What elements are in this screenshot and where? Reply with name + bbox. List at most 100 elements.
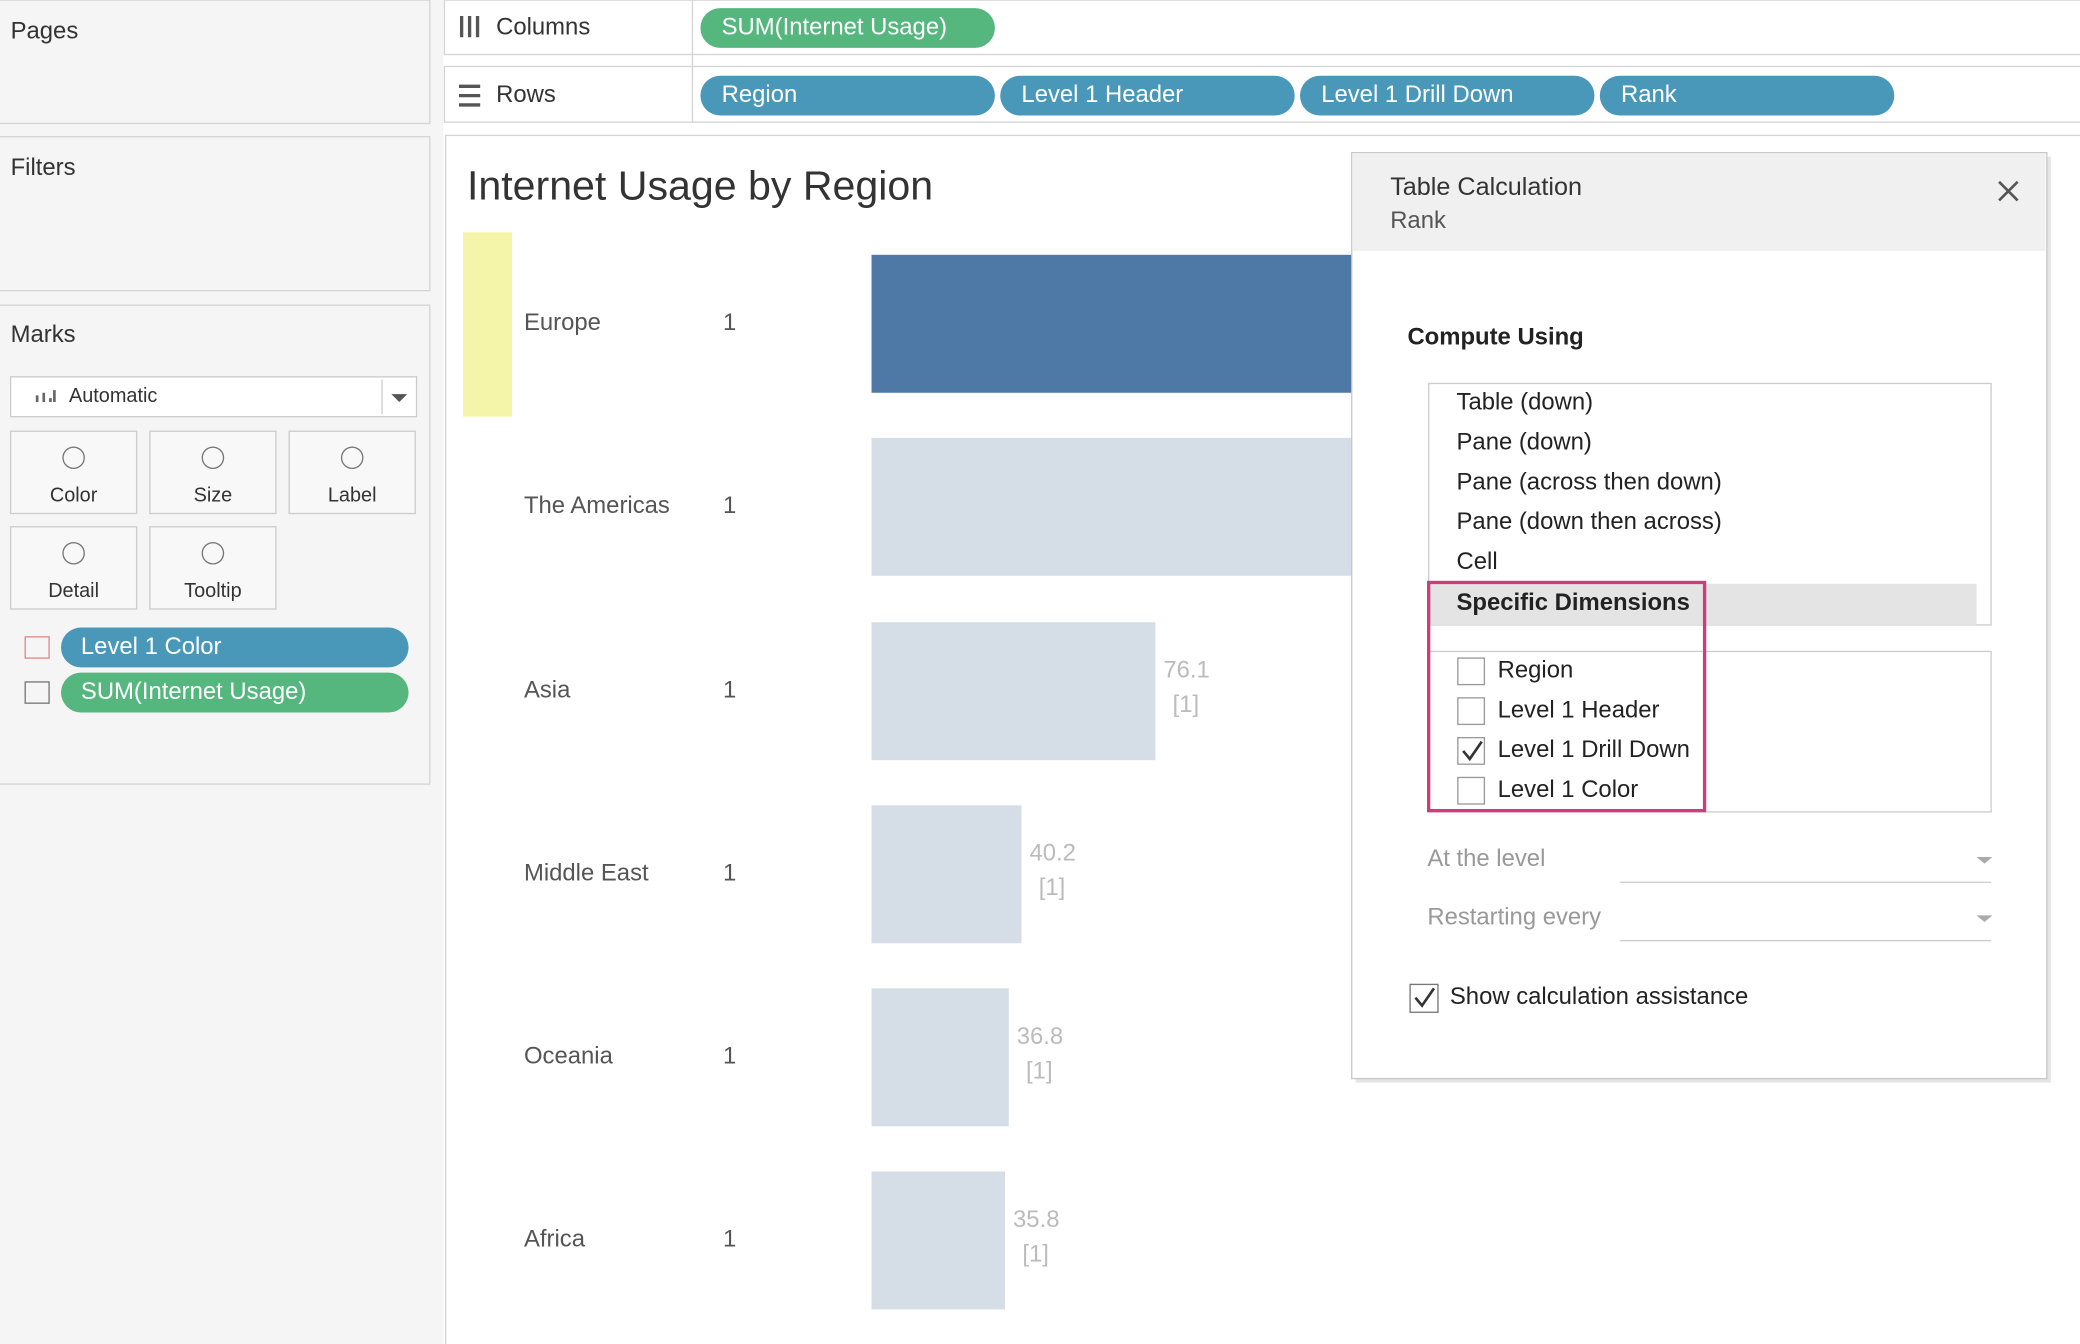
- rank-label: [1]: [1039, 874, 1066, 901]
- mark-button-icon: [62, 541, 85, 565]
- rows-icon: [458, 84, 481, 107]
- option[interactable]: Pane (down): [1457, 428, 1592, 455]
- card: [0, 136, 431, 292]
- dropdown-arrow: [1976, 857, 1993, 864]
- rank-label: [1]: [1173, 691, 1200, 718]
- option[interactable]: Pane (down then across): [1457, 508, 1722, 535]
- mark-button-label: Detail: [48, 580, 99, 602]
- mark-button[interactable]: [149, 526, 277, 610]
- value-label: 36.8: [1017, 1023, 1063, 1050]
- dimension-label: Region: [1498, 657, 1574, 684]
- rank: 1: [723, 1043, 736, 1070]
- columns-label: Columns: [496, 13, 590, 40]
- rank: 1: [723, 1226, 736, 1253]
- rows-pill[interactable]: [1300, 75, 1595, 116]
- bar: [871, 805, 1022, 944]
- bar: [871, 1171, 1006, 1310]
- marks-pill[interactable]: [61, 672, 409, 713]
- section-title: Compute Using: [1407, 324, 1583, 351]
- dialog-title: Table Calculation: [1390, 173, 1582, 201]
- bar: [871, 622, 1156, 761]
- pill-icon: [24, 681, 50, 704]
- mark-type-dropdown[interactable]: [9, 376, 418, 418]
- option[interactable]: Specific Dimensions: [1457, 589, 1690, 616]
- marks-pill-label: SUM(Internet Usage): [81, 678, 306, 705]
- value-label: 40.2: [1029, 840, 1075, 867]
- category-label: Africa: [524, 1226, 586, 1253]
- pill-icon: [24, 636, 50, 659]
- value-label: 76.1: [1163, 657, 1209, 684]
- columns-shelf: [443, 0, 2080, 56]
- columns-pill-label: SUM(Internet Usage): [722, 13, 947, 40]
- mark-button-icon: [201, 446, 225, 470]
- rows-label: Rows: [496, 81, 556, 108]
- pages-title: Pages: [11, 17, 79, 44]
- rows-pill-label: Rank: [1621, 81, 1677, 108]
- mark-button-label: Label: [328, 484, 377, 506]
- checkmark: [1414, 987, 1436, 1008]
- checkbox[interactable]: [1457, 776, 1486, 805]
- close-button[interactable]: [1998, 180, 2019, 202]
- marks-pill-label: Level 1 Color: [81, 633, 222, 660]
- bar-icon: [35, 390, 56, 403]
- mark-button-icon: [201, 541, 225, 565]
- mark-button-icon: [340, 446, 364, 470]
- mark-button-label: Size: [194, 484, 233, 506]
- dimension-label: Level 1 Drill Down: [1498, 736, 1690, 763]
- chart-title: Internet Usage by Region: [467, 162, 933, 208]
- checkbox[interactable]: [1457, 657, 1486, 686]
- mark-button[interactable]: [9, 430, 138, 515]
- dropdown-arrow: [391, 394, 408, 403]
- category-label: Asia: [524, 677, 571, 704]
- dimension-label: Level 1 Color: [1498, 776, 1639, 803]
- rows-pill[interactable]: [1000, 75, 1295, 116]
- rows-pill-label: Region: [722, 81, 798, 108]
- option[interactable]: Pane (across then down): [1457, 468, 1722, 495]
- value-label: 35.8: [1013, 1206, 1059, 1233]
- rank: 1: [723, 677, 736, 704]
- dialog-header: [1353, 153, 2046, 251]
- rank-label: [1]: [1022, 1240, 1049, 1267]
- bar: [871, 988, 1009, 1127]
- category-label: Middle East: [524, 860, 649, 887]
- option[interactable]: Cell: [1457, 548, 1498, 575]
- dimensions-list: [1428, 650, 1992, 813]
- highlight-box: [1427, 580, 1707, 813]
- option[interactable]: Table (down): [1457, 389, 1594, 416]
- rows-pill-label: Level 1 Drill Down: [1321, 81, 1513, 108]
- row-highlight: [462, 232, 513, 417]
- mark-type: Automatic: [69, 385, 157, 407]
- columns-pill[interactable]: [700, 8, 995, 48]
- rank-label: [1]: [1026, 1057, 1053, 1084]
- mark-button[interactable]: [149, 430, 277, 515]
- checkmark: [1462, 740, 1483, 762]
- mark-button[interactable]: [9, 526, 138, 610]
- rows-pill-label: Level 1 Header: [1021, 81, 1183, 108]
- rows-pill[interactable]: [700, 75, 995, 116]
- category-label: Europe: [524, 309, 601, 336]
- columns-icon: [459, 16, 480, 38]
- rank: 1: [723, 309, 736, 336]
- marks-title: Marks: [11, 321, 76, 348]
- rows-pill[interactable]: [1599, 75, 1895, 116]
- field-label: At the level: [1427, 845, 1545, 872]
- mark-button-label: Color: [50, 484, 98, 506]
- filters-title: Filters: [11, 154, 76, 181]
- mark-button-label: Tooltip: [184, 580, 241, 602]
- assist-label: Show calculation assistance: [1450, 983, 1748, 1010]
- mark-button[interactable]: [288, 430, 416, 515]
- category-label: The Americas: [524, 492, 670, 519]
- checkbox[interactable]: [1457, 697, 1486, 726]
- dialog-subtitle: Rank: [1390, 207, 1446, 234]
- field-label: Restarting every: [1427, 903, 1601, 930]
- dimension-label: Level 1 Header: [1498, 696, 1660, 723]
- category-label: Oceania: [524, 1043, 614, 1070]
- dropdown-arrow: [1976, 915, 1993, 923]
- marks-pill[interactable]: [61, 627, 409, 668]
- card: [0, 0, 431, 125]
- mark-button-icon: [62, 446, 85, 470]
- rank: 1: [723, 492, 736, 519]
- rank: 1: [723, 860, 736, 887]
